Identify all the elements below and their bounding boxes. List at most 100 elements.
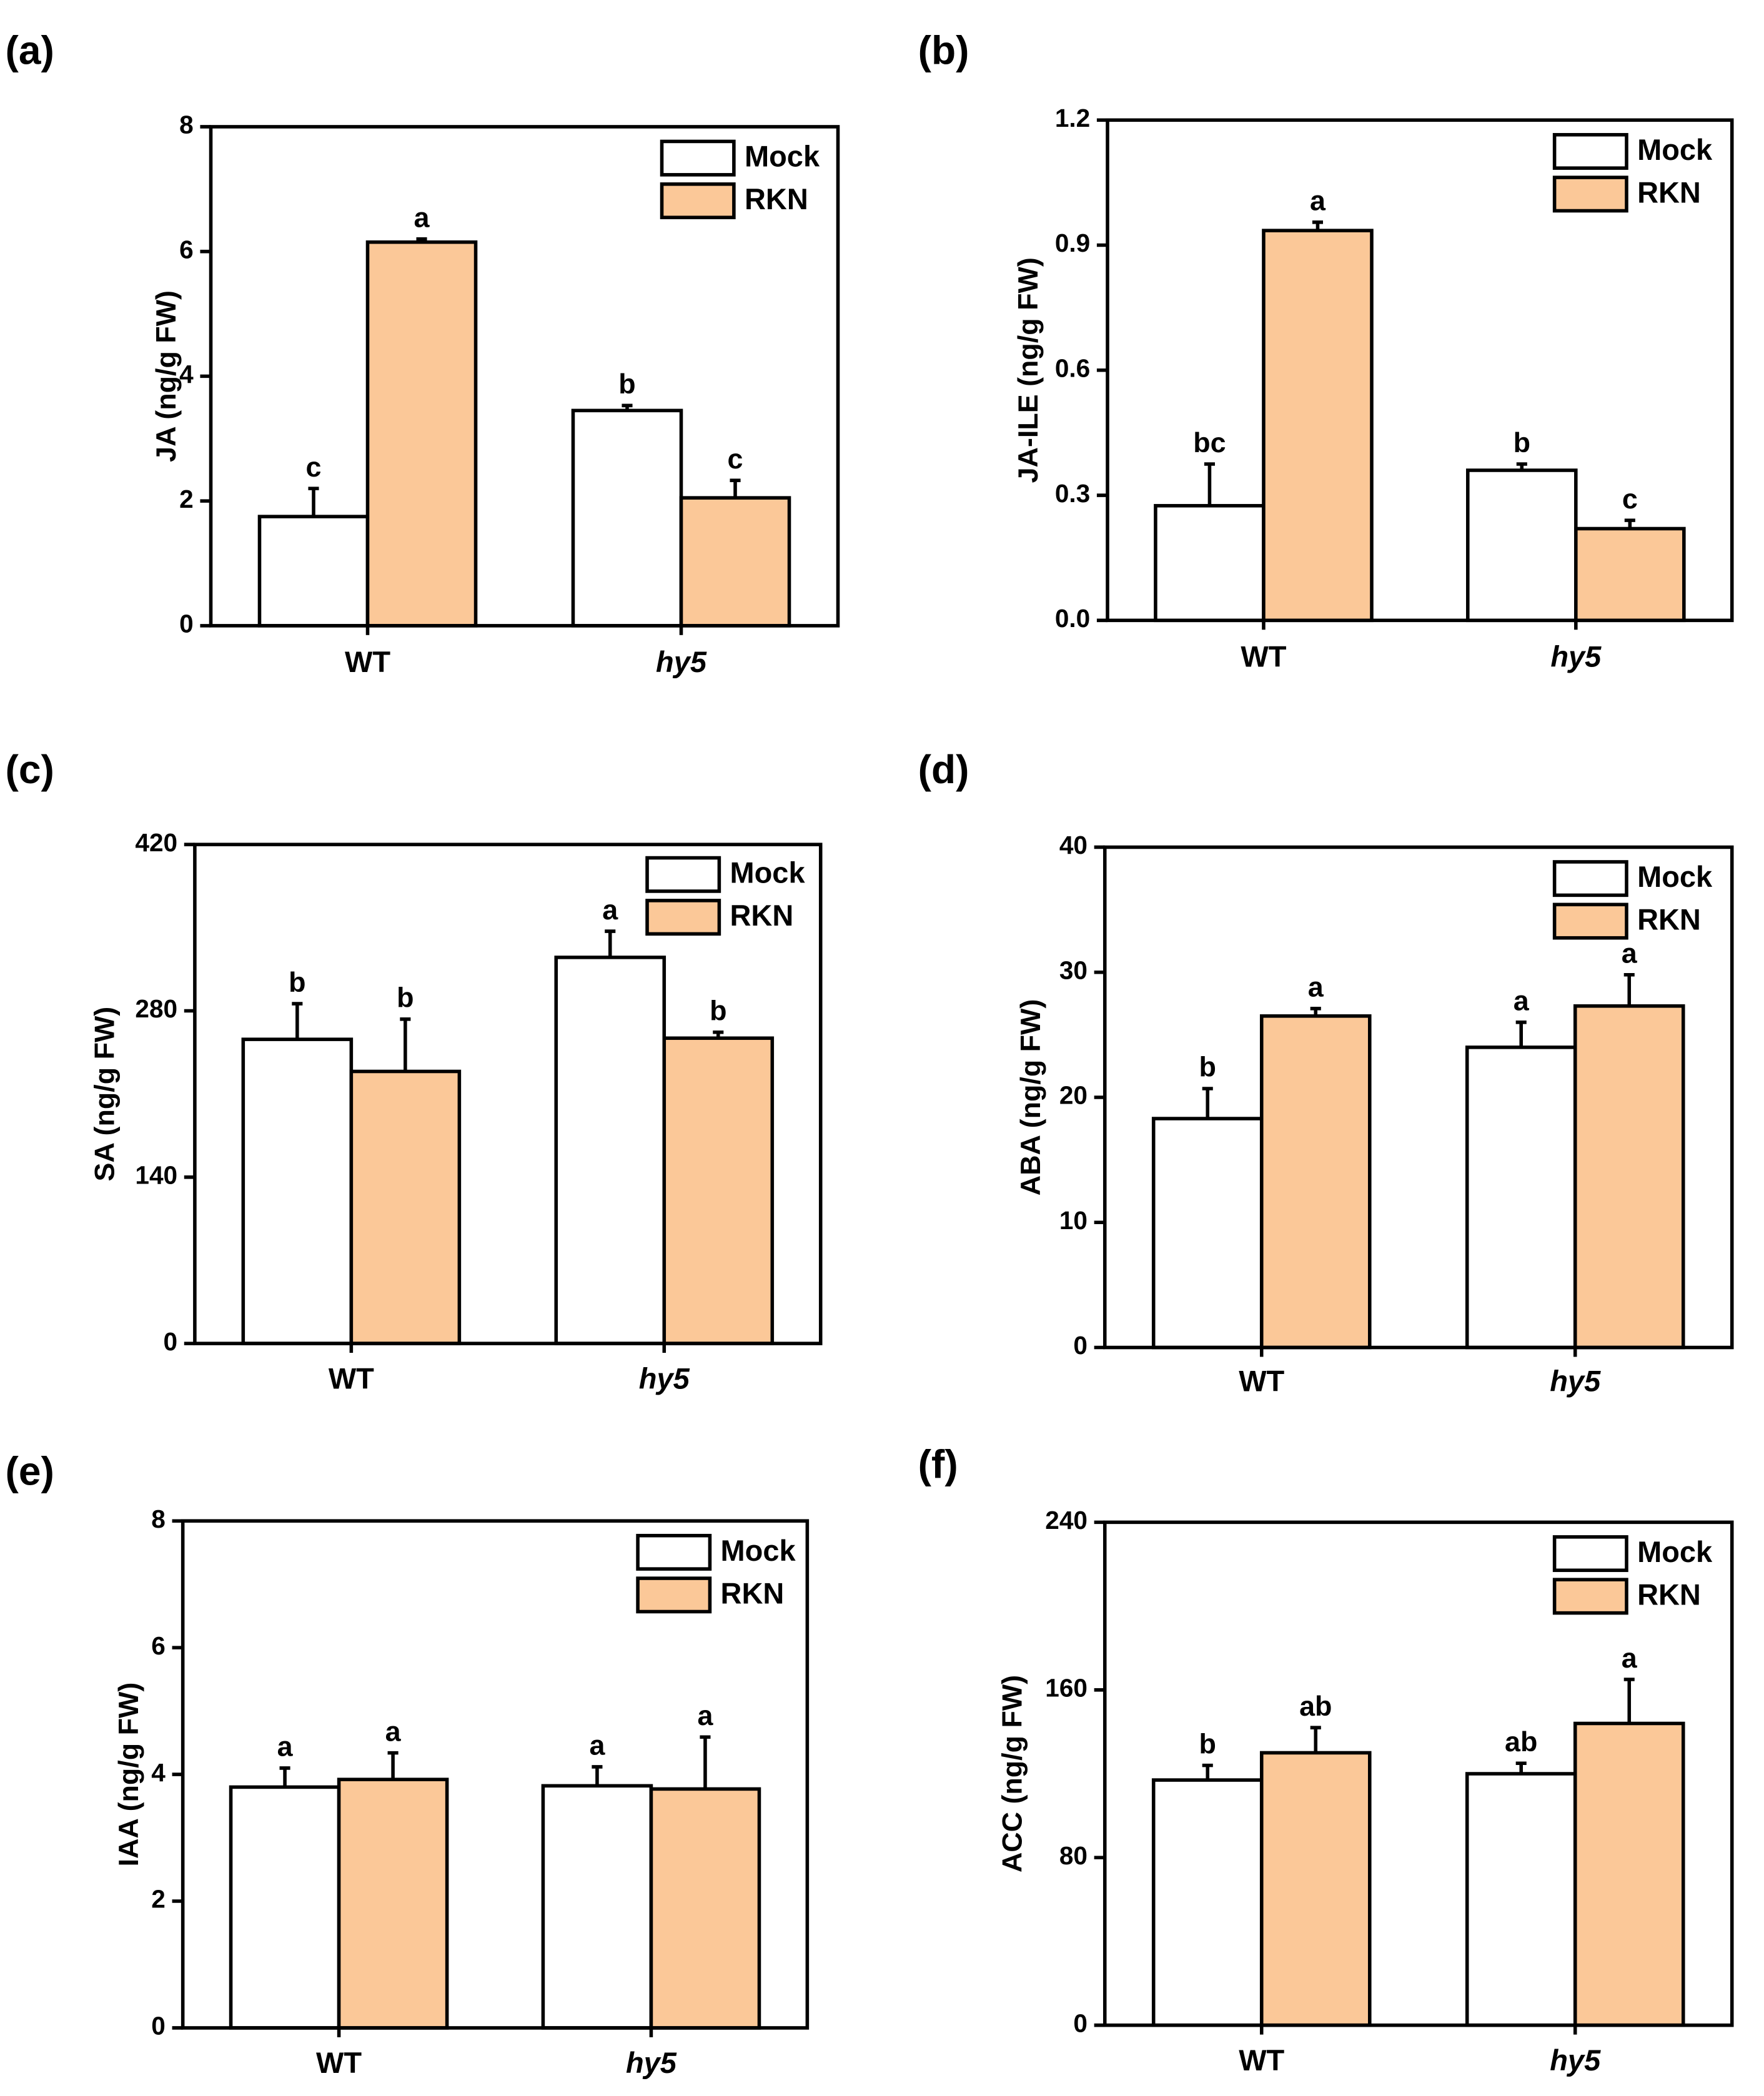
panel-a: (a) c b a c 0 2 4 6 8 WT hy5 JA (ng/g FW) Mock RKN	[6, 27, 840, 678]
bar-mock	[1465, 468, 1578, 623]
bar-rkn	[1573, 1721, 1685, 2027]
significance-letter: a	[1514, 985, 1530, 1017]
legend-label-rkn: RKN	[1637, 1578, 1701, 1611]
bar-rkn	[337, 1777, 449, 2030]
significance-letter: b	[1199, 1051, 1216, 1083]
y-tick-label: 2	[151, 1885, 166, 1914]
bar-mock	[1151, 1778, 1264, 2027]
significance-letter: a	[1310, 185, 1326, 217]
y-tick-label: 40	[1059, 831, 1088, 859]
significance-letter: b	[397, 982, 414, 1014]
y-axis-label: SA (ng/g FW)	[89, 1007, 121, 1182]
bar-rkn	[1262, 229, 1374, 623]
legend-label-mock: Mock	[730, 856, 805, 889]
significance-letter: a	[1622, 937, 1638, 969]
y-axis-label: JA-ILE (ng/g FW)	[1012, 257, 1044, 483]
significance-letter: ab	[1505, 1726, 1537, 1757]
bar-rkn	[349, 1069, 462, 1345]
legend-swatch-mock	[660, 139, 736, 177]
y-axis-label: ABA (ng/g FW)	[1014, 999, 1046, 1196]
y-tick-label: 160	[1045, 1674, 1088, 1703]
legend-swatch-rkn	[1552, 175, 1628, 213]
panel-f: (f) b ab ab a 0 80 160 240 WT hy5 ACC (ng/g FW) Mock…	[918, 1442, 1734, 2077]
y-tick-label: 6	[151, 1631, 166, 1660]
y-tick-label: 0.3	[1055, 479, 1090, 508]
legend-swatch-rkn	[1552, 902, 1628, 940]
bar-mock	[554, 956, 666, 1345]
panel-b: (b) bc b a c 0.0 0.3 0.6 0.9 1.2 WT hy5 JA-ILE (ng/g…	[918, 27, 1734, 673]
y-tick-label: 8	[179, 111, 194, 139]
y-tick-label: 30	[1059, 956, 1088, 984]
x-tick-label: hy5	[626, 2046, 677, 2079]
bar-rkn	[1573, 1004, 1685, 1350]
x-tick-label: WT	[316, 2046, 362, 2079]
panel-e: (e) a a a a 0 2 4 6 8 WT hy5 IAA (ng/g FW) Mock RKN	[6, 1448, 810, 2079]
legend-swatch-mock	[1552, 860, 1628, 897]
significance-letter: b	[710, 995, 726, 1027]
x-tick-label: WT	[1241, 640, 1286, 673]
legend-label-rkn: RKN	[730, 899, 793, 932]
y-tick-label: 0.0	[1055, 604, 1090, 633]
y-tick-label: 1.2	[1055, 104, 1090, 132]
bar-rkn	[1574, 526, 1686, 623]
bar-rkn	[1259, 1014, 1372, 1350]
legend-label-mock: Mock	[1637, 860, 1713, 893]
y-axis-label: IAA (ng/g FW)	[112, 1683, 144, 1867]
significance-letter: b	[289, 966, 305, 998]
y-tick-label: 0.6	[1055, 354, 1090, 383]
legend-swatch-rkn	[1552, 1578, 1628, 1615]
bar-mock	[541, 1784, 653, 2030]
y-tick-label: 420	[135, 828, 177, 857]
y-tick-label: 80	[1059, 1841, 1088, 1870]
y-tick-label: 0.9	[1055, 229, 1090, 257]
panel-label: (a)	[6, 27, 54, 72]
bar-mock	[1154, 503, 1266, 623]
y-tick-label: 20	[1059, 1081, 1088, 1110]
legend-swatch-mock	[636, 1533, 712, 1571]
panel-label: (c)	[6, 747, 54, 792]
significance-letter: b	[618, 368, 635, 400]
x-tick-label: WT	[345, 645, 390, 678]
bar-rkn	[365, 240, 478, 628]
y-axis-label: JA (ng/g FW)	[150, 290, 182, 462]
bar-mock	[1465, 1772, 1577, 2027]
bar-mock	[257, 515, 370, 628]
significance-letter: a	[277, 1731, 294, 1762]
y-tick-label: 0	[1073, 1331, 1088, 1360]
legend-label-mock: Mock	[1637, 1535, 1713, 1568]
bar-mock	[1465, 1046, 1577, 1350]
legend-swatch-rkn	[645, 899, 721, 936]
x-tick-label: WT	[329, 1362, 374, 1395]
bar-mock	[229, 1785, 341, 2030]
legend-label-rkn: RKN	[1637, 902, 1701, 936]
y-tick-label: 0	[151, 2012, 166, 2040]
legend-label-mock: Mock	[1637, 133, 1713, 166]
x-tick-label: hy5	[1550, 1365, 1601, 1398]
significance-letter: c	[1622, 483, 1638, 515]
legend-swatch-mock	[1552, 132, 1628, 170]
significance-letter: bc	[1193, 427, 1226, 458]
legend-label-rkn: RKN	[745, 182, 808, 215]
legend-swatch-rkn	[636, 1576, 712, 1614]
x-tick-label: hy5	[639, 1362, 690, 1395]
significance-letter: a	[589, 1729, 605, 1761]
bar-mock	[571, 408, 683, 628]
legend-swatch-rkn	[660, 182, 736, 219]
legend-label-mock: Mock	[721, 1534, 796, 1567]
panel-label: (b)	[918, 27, 969, 72]
x-tick-label: WT	[1239, 2044, 1284, 2077]
x-tick-label: hy5	[656, 645, 707, 678]
legend-swatch-mock	[1552, 1535, 1628, 1573]
bar-rkn	[662, 1036, 775, 1345]
significance-letter: a	[602, 894, 618, 926]
legend-label-rkn: RKN	[721, 1576, 785, 1609]
y-tick-label: 280	[135, 994, 177, 1023]
legend-swatch-mock	[645, 856, 721, 893]
x-tick-label: WT	[1239, 1365, 1284, 1398]
bar-mock	[241, 1037, 354, 1345]
panel-label: (d)	[918, 747, 969, 792]
significance-letter: b	[1514, 427, 1530, 458]
significance-letter: b	[1199, 1728, 1216, 1759]
panel-label: (f)	[918, 1442, 958, 1487]
